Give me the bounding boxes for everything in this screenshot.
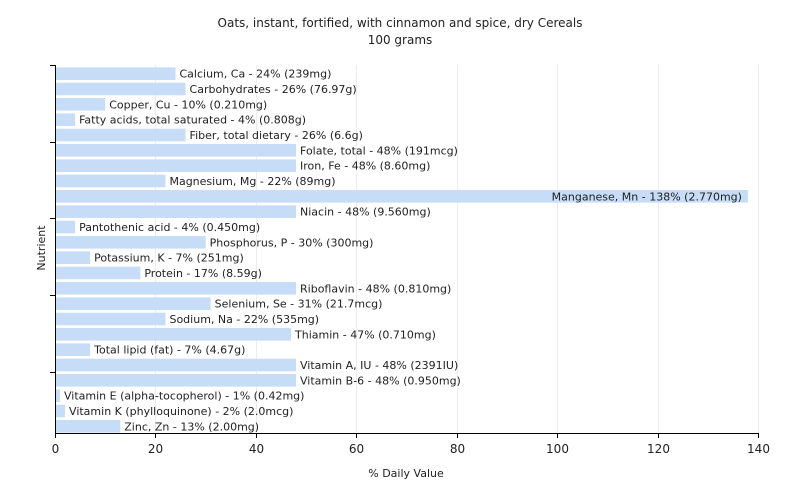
x-tick-label: 80 — [450, 442, 465, 456]
bar-label: Vitamin K (phylloquinone) - 2% (2.0mcg) — [69, 405, 293, 418]
bar — [56, 343, 91, 356]
bar — [56, 404, 66, 418]
x-tick-label: 140 — [747, 442, 770, 456]
bar — [56, 128, 186, 142]
bar — [56, 98, 106, 111]
bar — [56, 389, 61, 402]
bar-label: Fatty acids, total saturated - 4% (0.808… — [79, 114, 306, 127]
bar — [56, 190, 748, 203]
bar-label: Carbohydrates - 26% (76.97g) — [190, 83, 357, 96]
bars: Calcium, Ca - 24% (239mg) Carbohydrates -… — [56, 67, 748, 433]
bar — [56, 312, 166, 326]
bar-label: Calcium, Ca - 24% (239mg) — [180, 68, 332, 81]
bar-label: Selenium, Se - 31% (21.7mcg) — [215, 298, 383, 311]
bar — [56, 297, 211, 310]
bar — [56, 174, 166, 188]
bar — [56, 420, 121, 433]
bar — [56, 251, 91, 264]
bar-label: Vitamin B-6 - 48% (0.950mg) — [300, 374, 461, 387]
bar-label: Magnesium, Mg - 22% (89mg) — [169, 175, 335, 188]
bar-label: Niacin - 48% (9.560mg) — [300, 206, 431, 219]
bar-label: Total lipid (fat) - 7% (4.67g) — [93, 344, 245, 357]
bar-label: Potassium, K - 7% (251mg) — [94, 252, 244, 265]
bar-label: Iron, Fe - 48% (8.60mg) — [300, 160, 430, 173]
bar-label: Manganese, Mn - 138% (2.770mg) — [552, 190, 742, 203]
bar — [56, 236, 206, 249]
bar — [56, 67, 176, 80]
bar-label: Vitamin E (alpha-tocopherol) - 1% (0.42m… — [64, 390, 304, 403]
bar-label: Phosphorus, P - 30% (300mg) — [210, 236, 374, 249]
bar-label: Sodium, Na - 22% (535mg) — [169, 313, 319, 326]
bar-label: Fiber, total dietary - 26% (6.6g) — [190, 129, 363, 142]
bar-label: Copper, Cu - 10% (0.210mg) — [109, 98, 267, 111]
bar — [56, 328, 292, 341]
bar-label: Protein - 17% (8.59g) — [144, 267, 262, 280]
bar-label: Zinc, Zn - 13% (2.00mg) — [124, 420, 259, 433]
bar-label: Folate, total - 48% (191mcg) — [300, 144, 458, 157]
bar-label: Riboflavin - 48% (0.810mg) — [300, 282, 451, 295]
grid-lines — [155, 65, 759, 433]
bar-label: Thiamin - 47% (0.710mg) — [294, 328, 436, 341]
bar — [56, 82, 186, 96]
y-axis-label: Nutrient — [35, 225, 48, 271]
x-axis-label: % Daily Value — [368, 467, 444, 480]
bar — [56, 374, 297, 387]
bar — [56, 144, 297, 157]
bar-label: Vitamin A, IU - 48% (2391IU) — [300, 359, 458, 372]
bar-label: Pantothenic acid - 4% (0.450mg) — [79, 221, 260, 234]
bar — [56, 220, 76, 234]
x-tick-label: 100 — [546, 442, 569, 456]
axes: 0 20 40 60 80 100 120 140 — [50, 65, 770, 456]
x-tick-label: 20 — [148, 442, 163, 456]
bar — [56, 113, 76, 126]
bar — [56, 282, 297, 295]
x-tick-label: 120 — [647, 442, 670, 456]
bar — [56, 358, 297, 372]
x-tick-label: 60 — [349, 442, 364, 456]
x-tick-label: 40 — [249, 442, 264, 456]
x-tick-label: 0 — [52, 442, 60, 456]
bar — [56, 205, 297, 218]
chart-subtitle: 100 grams — [368, 33, 433, 47]
bar — [56, 266, 141, 280]
bar — [56, 159, 297, 172]
chart-title: Oats, instant, fortified, with cinnamon … — [218, 16, 583, 30]
